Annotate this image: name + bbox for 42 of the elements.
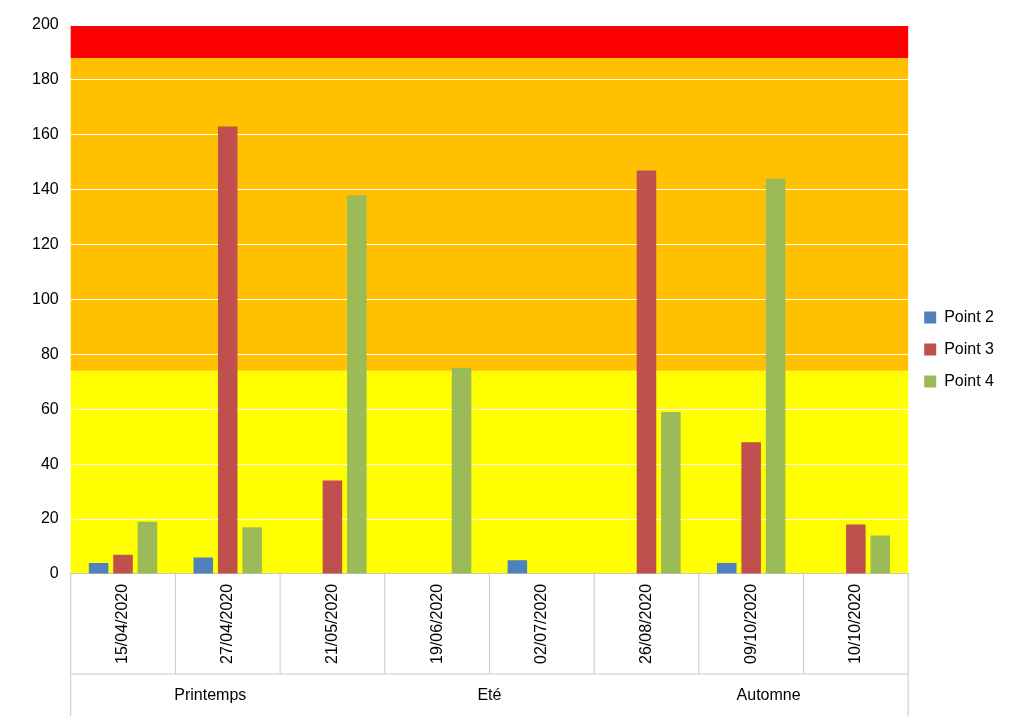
text: Automne: [736, 686, 801, 704]
y-tick-label: 40: [40, 454, 59, 472]
bar: [322, 480, 343, 574]
x-tick-label: 02/07/2020: [532, 583, 550, 664]
bar: [137, 521, 158, 574]
bar: [661, 411, 681, 574]
text: Eté: [477, 686, 502, 704]
x-tick-label: 27/04/2020: [218, 583, 236, 664]
x-tick-label: 26/08/2020: [636, 583, 654, 664]
x-tick-label: 15/04/2020: [113, 583, 131, 664]
bar: [507, 560, 528, 574]
y-tick-label: 100: [31, 289, 59, 307]
y-tick-label: 140: [31, 180, 59, 198]
bar: [347, 195, 367, 574]
bar: [870, 535, 891, 574]
bar: [846, 524, 866, 574]
y-tick-label: 0: [49, 564, 59, 582]
legend-label: Point 4: [944, 371, 995, 389]
x-tick-label: 21/05/2020: [322, 583, 340, 664]
bar: [765, 178, 786, 574]
y-tick-label: 180: [31, 70, 59, 88]
y-tick-label: 160: [31, 125, 59, 143]
y-tick-label: 20: [40, 509, 59, 527]
bar: [193, 557, 214, 574]
bar: [217, 126, 238, 574]
y-tick-label: 60: [40, 399, 59, 417]
bar: [88, 562, 109, 574]
bar: [451, 368, 472, 574]
bar: [741, 442, 761, 574]
legend-label: Point 3: [944, 339, 995, 357]
text: Printemps: [174, 686, 247, 704]
y-tick-label: 80: [40, 344, 59, 362]
bar: [242, 527, 262, 574]
x-tick-label: 10/10/2020: [846, 583, 864, 664]
bar: [113, 554, 133, 574]
bar: [636, 170, 657, 574]
y-tick-label: 120: [31, 234, 59, 252]
x-tick-label: 19/06/2020: [427, 583, 445, 664]
x-tick-label: 09/10/2020: [741, 583, 759, 664]
legend-label: Point 2: [944, 307, 995, 325]
y-tick-label: 200: [31, 15, 59, 33]
bar: [716, 562, 737, 574]
